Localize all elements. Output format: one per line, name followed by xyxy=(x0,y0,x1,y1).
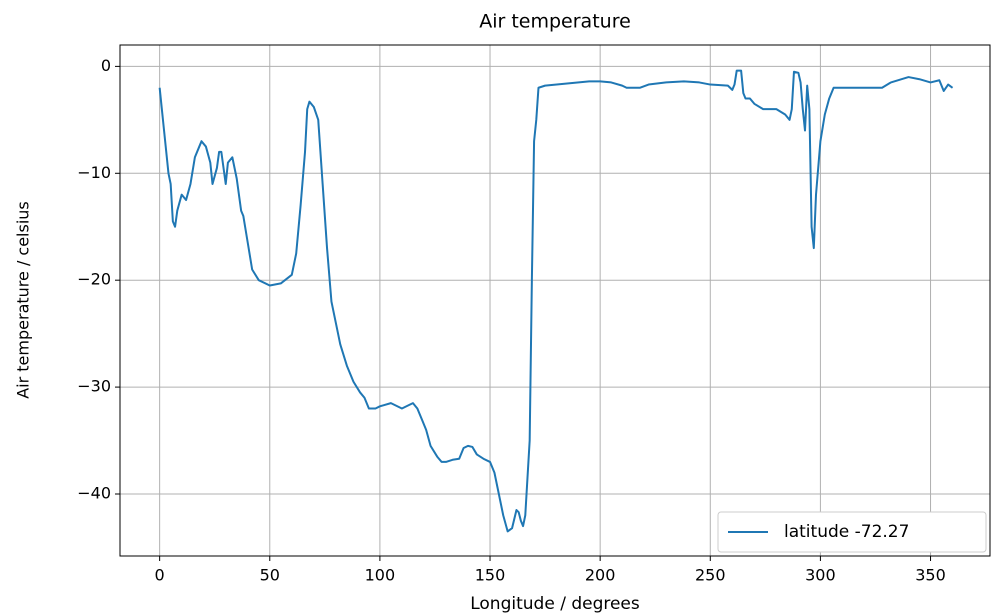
y-axis-label: Air temperature / celsius xyxy=(14,201,33,399)
plot-frame xyxy=(119,44,991,557)
x-tick-label: 0 xyxy=(155,566,165,585)
y-tick-label: −20 xyxy=(77,270,111,289)
x-tick-label: 150 xyxy=(475,566,506,585)
y-tick-label: −30 xyxy=(77,377,111,396)
chart-title: Air temperature xyxy=(479,11,631,33)
y-tick-label: −10 xyxy=(77,163,111,182)
y-tick-label: 0 xyxy=(101,56,111,75)
legend-label: latitude -72.27 xyxy=(784,522,909,542)
x-tick-label: 250 xyxy=(695,566,726,585)
data-line xyxy=(158,69,954,533)
x-tick-label: 300 xyxy=(805,566,836,585)
x-tick-label: 50 xyxy=(260,566,280,585)
legend-box xyxy=(717,511,987,553)
y-tick-label: −40 xyxy=(77,483,111,502)
x-tick-label: 200 xyxy=(585,566,616,585)
x-tick-label: 100 xyxy=(365,566,396,585)
x-axis-label: Longitude / degrees xyxy=(470,594,640,614)
x-tick-label: 350 xyxy=(915,566,946,585)
